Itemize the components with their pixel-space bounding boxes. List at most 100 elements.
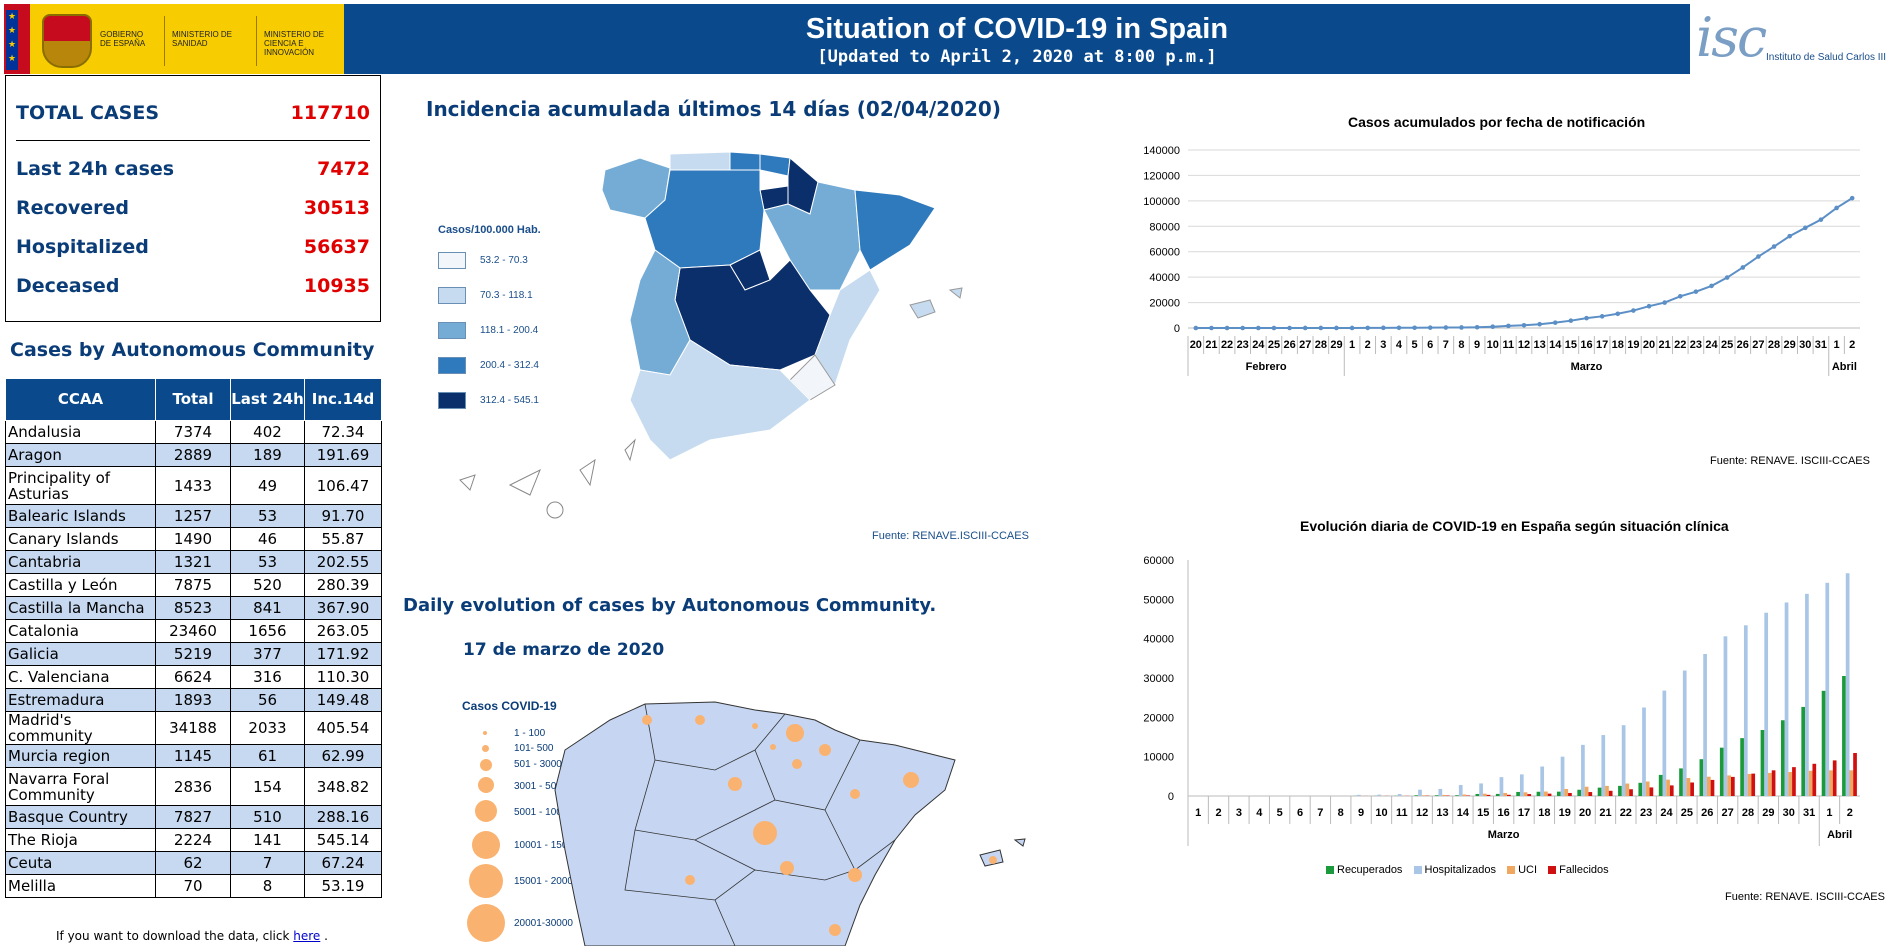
table-row: Castilla y León 7875 520 280.39 [5,573,382,597]
y-tick-label: 20000 [1143,712,1174,724]
data-point [1396,325,1402,331]
y-tick-label: 60000 [1149,247,1180,259]
data-point [1693,289,1699,294]
data-point [1771,244,1777,249]
cases-legend-title: Casos COVID-19 [462,699,557,713]
inc14d-cell: 288.16 [304,805,382,829]
x-tick-label: 13 [1436,807,1448,819]
data-point [1443,325,1449,330]
y-tick-label: 40000 [1149,272,1180,284]
coat-of-arms-icon [42,14,92,68]
table-row: Murcia region 1145 61 62.99 [5,744,382,768]
x-tick-label: 28 [1315,339,1327,351]
x-tick-label: 23 [1640,807,1652,819]
bar [1625,783,1630,796]
ccaa-name-cell: Navarra Foral Community [5,767,156,806]
y-tick-label: 0 [1174,323,1180,335]
x-tick-label: 11 [1503,339,1515,351]
region-balearic [909,287,963,319]
bar [1540,766,1545,796]
data-point [1287,325,1292,331]
bar [1621,725,1626,796]
x-tick-label: 7 [1317,807,1323,819]
x-tick-label: 8 [1458,339,1464,351]
legend-dot [475,800,497,822]
bar [1638,782,1643,796]
title-bar: Situation of COVID-19 in Spain [Updated … [344,4,1690,74]
table-row: Balearic Islands 1257 53 91.70 [5,504,382,528]
bar [1486,794,1491,796]
incidence-legend-title: Casos/100.000 Hab. [438,224,541,236]
x-tick-label: 4 [1256,807,1263,819]
region-bubble [850,789,860,799]
data-point [1849,195,1855,201]
month-label: Marzo [1571,361,1603,373]
bar [1747,773,1752,796]
x-tick-label: 28 [1768,339,1780,351]
x-tick-label: 6 [1427,339,1433,351]
summary-value: 10935 [303,275,370,297]
data-point [1599,314,1605,319]
x-tick-label: 30 [1799,339,1811,351]
bar [1560,756,1565,796]
legend-label: 53.2 - 70.3 [480,255,528,266]
download-link[interactable]: here [293,929,321,943]
last24h-cell: 8 [230,874,305,898]
bar [1544,791,1548,796]
data-point [1584,315,1589,321]
bar [1719,747,1724,796]
data-point [1240,325,1245,331]
legend-swatch [438,392,466,409]
bar [1808,770,1813,796]
last24h-cell: 7 [230,851,305,875]
ccaa-name-cell: Basque Country [5,805,156,829]
last24h-cell: 377 [230,642,305,666]
table-row: Cantabria 1321 53 202.55 [5,550,382,574]
x-tick-label: 19 [1559,807,1571,819]
bar [1731,776,1735,796]
bar [1503,792,1508,796]
clinical-chart-title: Evolución diaria de COVID-19 en España s… [1300,518,1729,534]
cumulative-chart-title: Casos acumulados por fecha de notificaci… [1348,114,1646,130]
bar [1710,779,1715,796]
data-point [1506,323,1511,329]
total-cell: 1257 [155,504,231,528]
table-header-row: CCAA Total Last 24h Inc.14d [5,378,382,421]
legend-label: 118.1 - 200.4 [480,325,539,336]
x-tick-label: 9 [1358,807,1364,819]
bar [1832,760,1837,796]
data-point [1662,300,1667,305]
region-bubble [848,868,862,882]
x-tick-label: 22 [1221,339,1233,351]
bar [1564,788,1569,796]
page-header: ★ ★ ★ ★ GOBIERNO DE ESPAÑA MINISTERIO DE SA… [0,0,1892,74]
legend-label: 501 - 3000 [514,759,562,770]
legend-label: 15001 - 20000 [514,876,579,887]
legend-swatch [1548,866,1557,875]
incidence-map-title: Incidencia acumulada últimos 14 días (02… [426,97,1001,121]
bar [1849,770,1854,796]
bar [1760,729,1765,796]
table-row: Basque Country 7827 510 288.16 [5,805,382,829]
x-tick-label: 4 [1396,339,1403,351]
y-tick-label: 0 [1168,791,1174,803]
legend-swatch [1413,866,1422,875]
ccaa-name-cell: Balearic Islands [5,504,156,528]
data-point [1474,324,1480,330]
data-point [1818,217,1824,222]
bar [1377,794,1382,796]
spain-outline [554,701,956,946]
ccaa-name-cell: Cantabria [5,550,156,574]
last24h-cell: 520 [230,573,305,597]
x-tick-label: 23 [1237,339,1249,351]
last24h-cell: 189 [230,443,305,467]
region-bubble [792,759,802,769]
data-point [1427,325,1433,330]
total-cell: 1893 [155,688,231,712]
bar [1608,790,1613,796]
x-tick-label: 25 [1721,339,1733,351]
legend-dot [482,745,489,752]
total-cell: 1490 [155,527,231,551]
summary-label: Last 24h cases [16,158,175,180]
inc14d-cell: 263.05 [304,619,382,643]
